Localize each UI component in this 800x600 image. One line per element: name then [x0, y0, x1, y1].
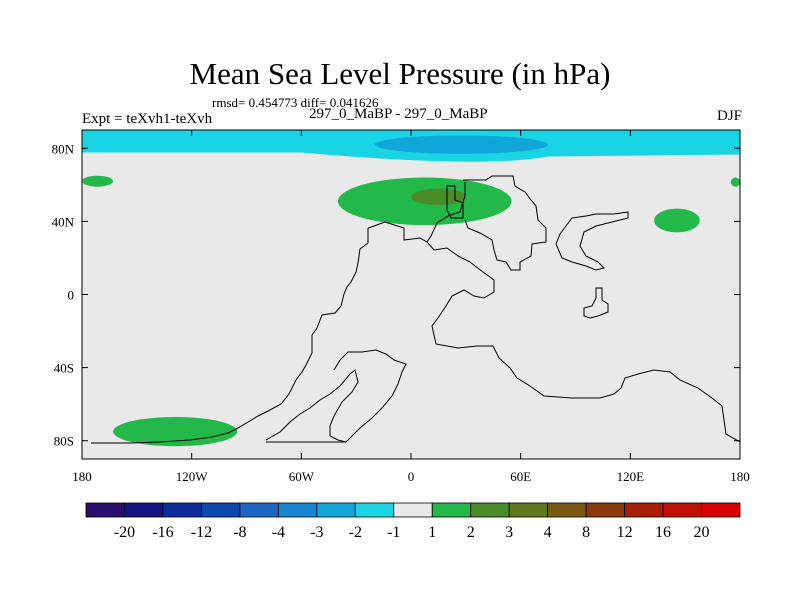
colorbar-swatch [85, 502, 125, 518]
coastline-hudson [446, 185, 464, 219]
season-label: DJF [716, 108, 742, 124]
colorbar-label: -16 [152, 524, 173, 541]
colorbar-swatch [316, 502, 356, 518]
coastline-island-small [583, 287, 609, 319]
y-tick-label: 40N [52, 214, 75, 229]
colorbar-swatch [239, 502, 279, 518]
colorbar-swatch [354, 502, 395, 518]
y-tick-label: 80N [52, 141, 75, 156]
colorbar-label: -4 [272, 524, 285, 541]
x-tick-label: 120W [176, 469, 209, 484]
experiment-names-label: 297_0_MaBP - 297_0_MaBP [309, 106, 488, 122]
colorbar-swatch [162, 502, 202, 518]
coastline-south-america [426, 241, 740, 443]
colorbar-swatch [393, 502, 433, 518]
coastline-arctic-islands [463, 175, 547, 271]
x-tick-label: 180 [72, 469, 92, 484]
colorbar-label: -3 [310, 524, 323, 541]
experiment-label: Expt = teXvh1-teXvh [82, 111, 213, 127]
coastline-antarctic-coast [333, 349, 407, 443]
colorbar-swatch [701, 502, 741, 518]
colorbar-label: -12 [191, 524, 212, 541]
coastline-americas-west [91, 228, 369, 444]
colorbar-swatch [662, 502, 702, 518]
colorbar-swatch [124, 502, 164, 518]
colorbar-swatch [508, 502, 549, 518]
colorbar-label: -20 [114, 524, 135, 541]
anomaly-dateline-high-west [82, 175, 114, 187]
x-tick-label: 60E [510, 469, 531, 484]
chart-title: Mean Sea Level Pressure (in hPa) [189, 56, 611, 91]
colorbar-label: -8 [233, 524, 246, 541]
x-tick-label: 0 [408, 469, 415, 484]
anomaly-north-polar-low-core [374, 135, 549, 154]
colorbar-label: 8 [582, 524, 590, 541]
colorbar-label: 1 [428, 524, 436, 541]
coastline-antarctic-peninsula [265, 369, 359, 443]
y-tick-label: 80S [54, 434, 74, 449]
colorbar-swatch [277, 502, 318, 518]
x-tick-label: 180 [730, 469, 750, 484]
colorbar-label: 3 [505, 524, 513, 541]
x-tick-label: 120E [617, 469, 645, 484]
colorbar-label: -2 [349, 524, 362, 541]
colorbar-swatch [585, 502, 625, 518]
colorbar-swatch [431, 502, 472, 518]
anomaly-dateline-high-east [730, 177, 740, 187]
anomaly-north-pacific-high [654, 208, 700, 233]
coastline-eastern [555, 211, 629, 271]
colorbar-label: 4 [544, 524, 552, 541]
colorbar-label: 2 [467, 524, 475, 541]
anomaly-eurasia-high-core [411, 188, 466, 205]
colorbar-swatch [624, 502, 664, 518]
colorbar-label: 12 [617, 524, 633, 541]
colorbar-label: -1 [387, 524, 400, 541]
colorbar-swatch [201, 502, 241, 518]
colorbar-label: 16 [655, 524, 671, 541]
colorbar-swatch [547, 502, 587, 518]
anomaly-southern-ocean-high [113, 416, 238, 447]
y-tick-label: 40S [54, 361, 74, 376]
y-tick-label: 0 [68, 288, 75, 303]
stats-label: rmsd= 0.454773 diff= 0.041626 [212, 95, 379, 110]
colorbar-label: 20 [694, 524, 710, 541]
x-tick-label: 60W [289, 469, 315, 484]
colorbar-swatch [470, 502, 510, 518]
